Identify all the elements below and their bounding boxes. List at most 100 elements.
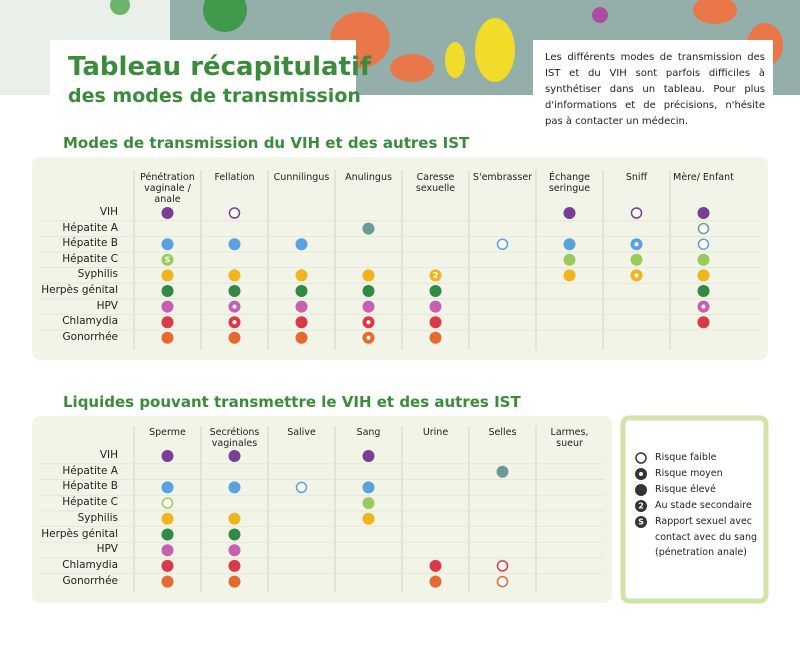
row-label: HPV <box>96 299 118 312</box>
legend-marker <box>635 500 647 512</box>
risk-marker <box>630 207 643 219</box>
legend-marker <box>635 516 647 528</box>
risk-marker <box>161 285 174 297</box>
intro-box-lower <box>533 90 773 135</box>
risk-marker <box>362 481 375 494</box>
risk-marker <box>161 207 174 219</box>
legend-marker-symbol: S <box>638 518 644 527</box>
row-label: Hépatite A <box>62 221 118 234</box>
risk-marker <box>362 300 375 313</box>
risk-marker <box>362 285 375 297</box>
risk-marker <box>228 269 241 282</box>
risk-marker <box>161 300 174 313</box>
blob <box>203 0 247 32</box>
risk-marker <box>161 528 174 541</box>
column-header: Mère/ Enfant <box>673 172 734 183</box>
risk-marker <box>496 238 509 250</box>
risk-marker <box>295 269 308 282</box>
risk-marker <box>295 300 308 313</box>
risk-marker <box>496 575 509 588</box>
risk-marker <box>429 316 442 329</box>
legend-label: Risque élevé <box>655 484 716 495</box>
risk-marker <box>161 575 174 588</box>
column-header: Urine <box>422 427 449 438</box>
risk-marker <box>697 207 710 219</box>
column-header: Pénétration vaginale / anale <box>140 172 195 205</box>
legend-label: Risque faible <box>655 452 717 463</box>
legend-label: Rapport sexuel avec contact avec du sang… <box>655 516 757 558</box>
risk-marker <box>563 207 576 219</box>
risk-marker <box>161 559 174 572</box>
risk-marker <box>161 331 174 344</box>
risk-marker <box>161 481 174 494</box>
risk-marker <box>362 222 375 235</box>
risk-marker <box>429 285 442 297</box>
risk-marker <box>697 316 710 329</box>
risk-marker <box>161 497 174 509</box>
risk-marker <box>429 331 442 344</box>
risk-marker <box>228 544 241 557</box>
risk-marker <box>161 269 174 282</box>
column-header: Sang <box>356 427 381 438</box>
risk-marker <box>563 238 576 251</box>
section-title: Liquides pouvant transmettre le VIH et d… <box>63 393 521 411</box>
risk-marker <box>295 238 308 251</box>
blob <box>475 18 515 82</box>
row-label: Gonorrhée <box>62 574 118 587</box>
row-label: HPV <box>96 543 118 556</box>
row-label: Hépatite C <box>62 252 118 265</box>
table-panel <box>32 416 612 603</box>
section-title: Modes de transmission du VIH et des autr… <box>63 134 470 152</box>
risk-marker <box>697 238 710 250</box>
legend-marker <box>635 484 647 496</box>
risk-marker <box>161 450 174 462</box>
risk-marker <box>161 253 174 266</box>
legend-box <box>620 415 769 604</box>
risk-marker <box>362 269 375 282</box>
row-label: Chlamydia <box>62 558 118 571</box>
column-header: Fellation <box>214 172 255 183</box>
column-header: Caresse sexuelle <box>415 172 456 194</box>
risk-marker <box>228 481 241 494</box>
column-header: Échange seringue <box>548 172 591 194</box>
row-label: Hépatite B <box>62 237 118 250</box>
row-label: Herpès génital <box>41 527 118 540</box>
column-header: Selles <box>488 427 517 438</box>
risk-marker <box>429 300 442 313</box>
risk-marker <box>295 331 308 344</box>
legend-label: Risque moyen <box>655 468 723 479</box>
risk-marker <box>697 285 710 297</box>
risk-marker <box>429 575 442 588</box>
row-label: VIH <box>99 449 118 461</box>
risk-marker <box>295 285 308 297</box>
risk-marker-center <box>366 335 371 340</box>
risk-marker <box>228 450 241 462</box>
risk-marker-symbol: 2 <box>433 271 439 280</box>
risk-marker <box>563 269 576 282</box>
legend-marker <box>635 452 647 464</box>
column-header: Salive <box>287 427 316 438</box>
row-label: Hépatite A <box>62 464 118 477</box>
legend-marker-center <box>639 472 643 476</box>
risk-marker <box>228 331 241 344</box>
row-label: Herpès génital <box>41 284 118 296</box>
row-label: Syphilis <box>77 511 118 524</box>
risk-marker <box>161 512 174 525</box>
risk-marker <box>563 253 576 266</box>
risk-marker <box>362 450 375 462</box>
risk-marker <box>228 528 241 541</box>
column-header: Larmes, sueur <box>550 427 589 449</box>
intro-text: Les différents modes de transmission des… <box>545 52 765 127</box>
column-header: Anulingus <box>345 172 392 183</box>
legend-marker-symbol: 2 <box>638 502 644 511</box>
risk-marker <box>496 465 509 478</box>
column-header: Sperme <box>149 427 186 438</box>
risk-marker <box>496 560 509 572</box>
column-header: S'embrasser <box>472 172 533 183</box>
column-header: Secrétions vaginales <box>209 427 260 449</box>
row-label: Hépatite C <box>62 496 118 509</box>
blob <box>390 54 434 82</box>
risk-marker-center <box>701 304 706 309</box>
